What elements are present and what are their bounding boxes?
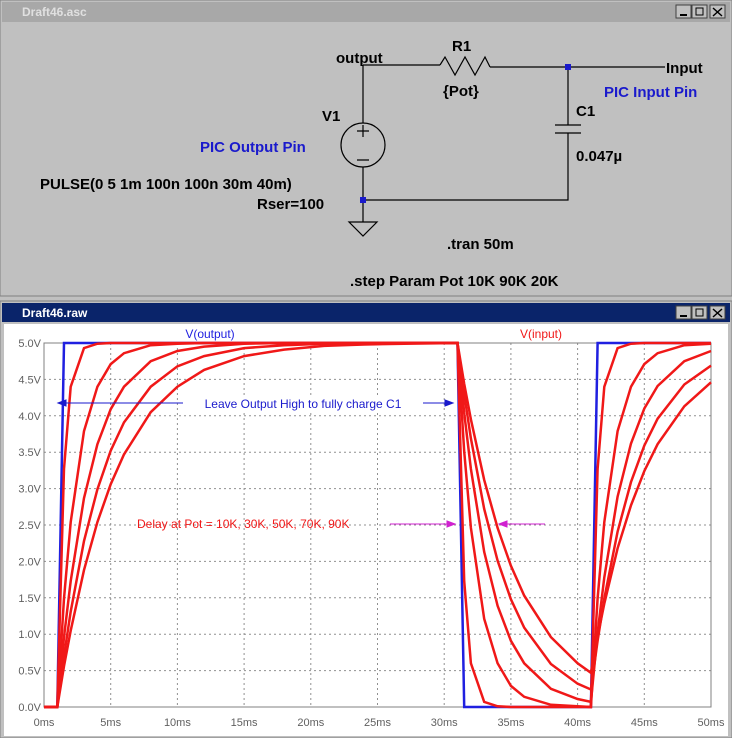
legend-entry: V(output) bbox=[185, 327, 234, 341]
component-value: 0.047µ bbox=[576, 148, 622, 165]
y-tick-label: 2.5V bbox=[18, 520, 41, 532]
x-tick-label: 50ms bbox=[698, 717, 725, 729]
x-tick-label: 45ms bbox=[631, 717, 658, 729]
component-value: PULSE(0 5 1m 100n 100n 30m 40m) bbox=[40, 176, 292, 193]
net-label: output bbox=[336, 50, 383, 67]
y-tick-label: 1.0V bbox=[18, 629, 41, 641]
directive: .tran 50m bbox=[447, 236, 514, 253]
net-label: Input bbox=[666, 60, 703, 77]
label-bg bbox=[183, 395, 423, 411]
y-tick-label: 0.5V bbox=[18, 666, 41, 678]
plot-canvas bbox=[4, 324, 728, 736]
y-tick-label: 2.0V bbox=[18, 556, 41, 568]
series-line bbox=[44, 341, 712, 709]
component-name: V1 bbox=[322, 108, 340, 125]
x-tick-label: 10ms bbox=[164, 717, 191, 729]
node bbox=[360, 197, 366, 203]
comment: PIC Input Pin bbox=[604, 84, 697, 101]
window-buttons[interactable] bbox=[675, 4, 726, 19]
annotation-arrow bbox=[390, 520, 545, 528]
x-tick-label: 35ms bbox=[497, 717, 524, 729]
maximize-button[interactable] bbox=[691, 305, 708, 320]
x-tick-label: 5ms bbox=[100, 717, 121, 729]
directive: .step Param Pot 10K 90K 20K bbox=[350, 273, 559, 290]
y-tick-label: 4.0V bbox=[18, 411, 41, 423]
x-tick-label: 0ms bbox=[34, 717, 55, 729]
circuit-wires bbox=[340, 55, 665, 237]
x-tick-label: 20ms bbox=[297, 717, 324, 729]
y-tick-label: 3.0V bbox=[18, 484, 41, 496]
component-value: {Pot} bbox=[443, 83, 479, 100]
node bbox=[565, 64, 571, 70]
component-name: C1 bbox=[576, 103, 595, 120]
window-title: Draft46.raw bbox=[22, 306, 88, 320]
comment: PIC Output Pin bbox=[200, 139, 306, 156]
x-tick-label: 15ms bbox=[231, 717, 258, 729]
y-tick-label: 5.0V bbox=[18, 338, 41, 350]
minimize-button[interactable] bbox=[675, 305, 692, 320]
x-tick-label: 25ms bbox=[364, 717, 391, 729]
x-tick-label: 40ms bbox=[564, 717, 591, 729]
component-value: Rser=100 bbox=[257, 196, 324, 213]
window-buttons[interactable] bbox=[675, 305, 726, 320]
y-tick-label: 0.0V bbox=[18, 702, 41, 714]
series-line bbox=[44, 341, 711, 709]
title-bar bbox=[2, 303, 730, 322]
y-tick-label: 4.5V bbox=[18, 374, 41, 386]
schematic-canvas bbox=[4, 24, 728, 294]
series-line bbox=[44, 341, 712, 709]
title-bar bbox=[2, 2, 730, 22]
plot: 0.0V 0.5V 1.0V 1.5V 2.0V 2.5V 3.0V 3.5V 4.0V 4.5V… bbox=[18, 327, 725, 729]
minimize-button[interactable] bbox=[675, 4, 692, 19]
y-tick-label: 3.5V bbox=[18, 447, 41, 459]
y-tick-label: 1.5V bbox=[18, 593, 41, 605]
annotation: Leave Output High to fully charge C1 bbox=[205, 397, 402, 411]
window-title: Draft46.asc bbox=[22, 5, 87, 19]
maximize-button[interactable] bbox=[691, 4, 708, 19]
legend-entry: V(input) bbox=[520, 327, 562, 341]
component-name: R1 bbox=[452, 38, 471, 55]
annotation: Delay at Pot = 10K, 30K, 50K, 70K, 90K bbox=[137, 517, 349, 531]
x-tick-label: 30ms bbox=[431, 717, 458, 729]
